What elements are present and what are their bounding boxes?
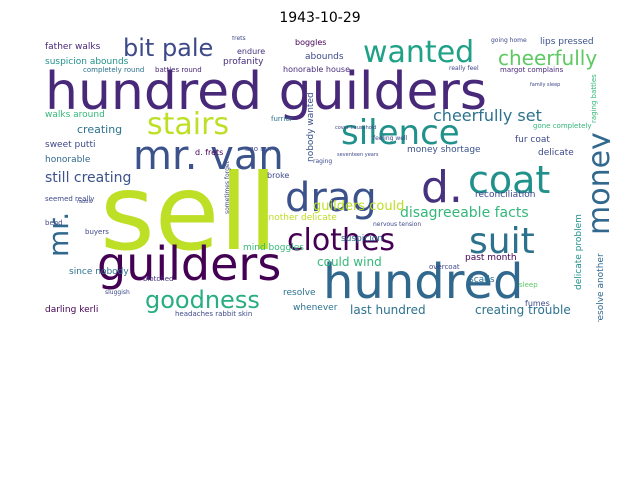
word-72: bend xyxy=(45,219,63,227)
word-24: creating trouble xyxy=(475,303,571,317)
word-73: buyers xyxy=(85,228,109,236)
word-35: since nobody xyxy=(69,267,129,277)
word-0: sell xyxy=(100,152,278,274)
word-42: suspicion xyxy=(341,234,383,244)
word-11: silence xyxy=(341,113,460,153)
word-68: feeling well xyxy=(373,135,408,142)
word-82: nervous tension xyxy=(373,221,422,228)
word-7: coat xyxy=(468,158,551,202)
word-75: ago mr. xyxy=(245,145,272,153)
word-36: another delicate xyxy=(263,213,337,223)
word-41: past month xyxy=(465,253,517,263)
word-26: suspicion abounds xyxy=(45,57,129,67)
word-58: really feel xyxy=(449,65,479,72)
word-30: walks around xyxy=(45,110,105,120)
word-56: battles round xyxy=(155,66,202,74)
word-63: seemed really xyxy=(45,195,95,203)
word-55: completely round xyxy=(83,66,145,74)
word-34: darling kerli xyxy=(45,305,99,315)
word-19: disagreeable facts xyxy=(400,205,529,221)
word-81: rabbit xyxy=(77,199,92,205)
word-40: reconciliation xyxy=(475,190,536,200)
word-9: money xyxy=(582,132,610,235)
word-18: cheerfully set xyxy=(433,106,542,125)
word-10: clothes xyxy=(287,223,396,258)
word-17: cheerfully xyxy=(498,46,598,70)
word-54: delicate problem xyxy=(574,213,584,290)
word-27: lips pressed xyxy=(540,37,594,47)
word-57: margot complains xyxy=(500,66,564,74)
word-47: abounds xyxy=(305,52,344,62)
word-8: suit xyxy=(469,221,535,262)
word-59: gone completely xyxy=(533,122,592,130)
word-2: hundred xyxy=(323,254,524,310)
word-62: d. frets xyxy=(195,148,224,157)
word-48: endure xyxy=(237,47,266,56)
word-25: father walks xyxy=(45,42,101,52)
word-cloud: sell hundred guilders hundred guilders mr. v… xyxy=(45,36,610,322)
word-32: honorable xyxy=(45,155,91,165)
word-78: family sleep xyxy=(530,82,561,88)
word-3: guilders xyxy=(97,237,282,291)
word-65: overcoat xyxy=(429,263,460,271)
word-66: sluggish xyxy=(105,289,130,296)
word-53: resolve another xyxy=(596,253,606,322)
word-45: honorable house xyxy=(283,65,351,74)
word-22: could wind xyxy=(317,255,382,269)
word-23: last hundred xyxy=(350,303,426,317)
word-37: money shortage xyxy=(407,145,481,155)
word-46: boggles xyxy=(295,38,327,47)
word-64: blotched xyxy=(143,275,174,283)
word-77: complains xyxy=(45,291,47,322)
word-70: headaches rabbit skin xyxy=(175,310,253,318)
word-71: frets xyxy=(232,36,246,42)
word-74: going home xyxy=(491,37,527,44)
word-4: mr. van xyxy=(133,133,284,179)
word-80: cover household xyxy=(335,125,377,131)
word-28: profanity xyxy=(223,57,264,67)
word-67: sleep xyxy=(519,281,538,289)
word-20: guilders could xyxy=(313,199,405,214)
word-38: fur coat xyxy=(515,135,550,145)
word-60: raging battles xyxy=(590,74,598,123)
word-12: stairs xyxy=(147,107,230,142)
word-29: creating xyxy=(77,123,123,136)
word-39: delicate xyxy=(538,148,574,158)
word-14: bit pale xyxy=(123,36,214,62)
word-79: seventeen years xyxy=(337,152,379,158)
word-52: fumes xyxy=(525,299,550,308)
word-5: drag xyxy=(285,175,377,221)
word-13: wanted xyxy=(363,36,475,70)
word-21: still creating xyxy=(45,170,132,186)
word-61: nobody wanted xyxy=(306,92,316,162)
word-69: raging xyxy=(313,158,333,165)
word-51: scads xyxy=(469,275,495,285)
word-44: whenever xyxy=(293,303,338,313)
word-76: sometimes forget xyxy=(224,160,231,214)
word-6: d. xyxy=(421,162,463,213)
word-33: mind boggles xyxy=(243,243,304,253)
chart-title: 1943-10-29 xyxy=(279,10,361,26)
word-49: furrier xyxy=(271,115,293,123)
word-1: hundred guilders xyxy=(45,62,487,122)
word-31: sweet putti xyxy=(45,140,96,150)
word-15: goodness xyxy=(145,286,260,314)
word-50: broke xyxy=(267,171,290,180)
word-43: resolve xyxy=(283,288,316,298)
